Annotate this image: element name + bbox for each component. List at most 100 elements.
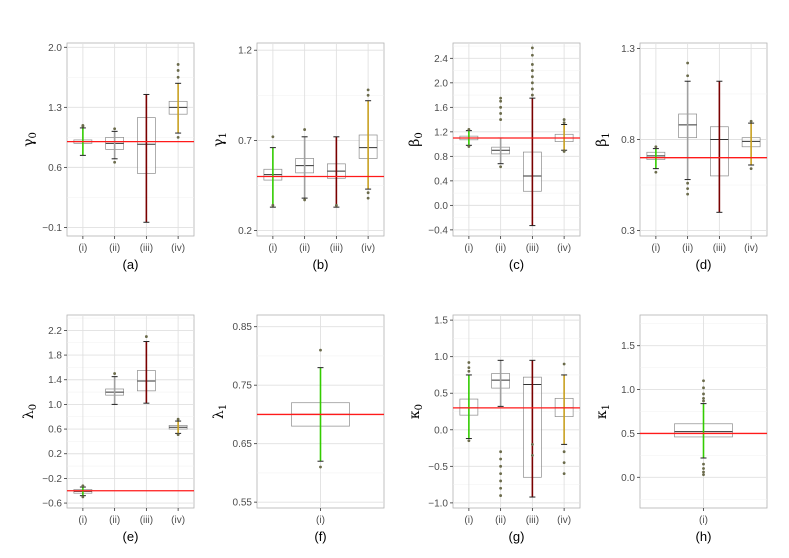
outlier-point xyxy=(271,135,275,139)
y-tick-label: 0.0 xyxy=(621,473,635,484)
outlier-point xyxy=(81,495,85,499)
x-tick-label: (ii) xyxy=(299,243,310,254)
outlier-point xyxy=(686,192,690,196)
y-tick-label: 1.6 xyxy=(434,103,448,114)
box-2 xyxy=(523,46,542,227)
y-axis-symbol: λ xyxy=(21,410,37,419)
panel-3: 0.3 0.8 1.3 (i) (ii) (iii) (iv) β1 (d) xyxy=(594,42,768,272)
outlier-point xyxy=(702,386,705,390)
y-tick-label: 0.8 xyxy=(434,152,448,163)
panel-caption: (f) xyxy=(314,529,326,544)
outlier-point xyxy=(530,75,534,79)
outlier-point xyxy=(319,348,322,352)
panel-caption: (a) xyxy=(123,257,139,272)
y-axis-subscript: 1 xyxy=(601,132,612,138)
x-tick-label: (iii) xyxy=(140,243,153,254)
outlier-point xyxy=(467,145,471,148)
x-tick-label: (iii) xyxy=(526,243,539,254)
x-tick-label: (iv) xyxy=(557,243,571,254)
outlier-point xyxy=(562,450,566,454)
outlier-point xyxy=(530,81,534,85)
outlier-point xyxy=(562,150,566,153)
x-tick-label: (i) xyxy=(316,515,325,526)
x-tick-label: (iii) xyxy=(713,243,726,254)
outlier-point xyxy=(303,198,307,202)
box-1 xyxy=(491,96,510,169)
panel-area xyxy=(66,314,195,509)
y-axis-label: κ0 xyxy=(407,404,425,419)
outlier-point xyxy=(499,112,503,115)
y-axis-label: κ1 xyxy=(594,404,612,419)
outlier-point xyxy=(702,470,705,474)
y-tick-label: 0.85 xyxy=(233,322,253,333)
outlier-point xyxy=(562,461,566,465)
box-1 xyxy=(105,127,124,164)
y-tick-label: 1.3 xyxy=(621,44,635,55)
y-tick-label: −0.5 xyxy=(428,462,448,473)
y-tick-label: 0.4 xyxy=(434,176,448,187)
outlier-point xyxy=(499,472,503,476)
outlier-point xyxy=(176,417,180,421)
x-tick-label: (iv) xyxy=(744,243,758,254)
outlier-point xyxy=(81,123,85,127)
x-tick-label: (iii) xyxy=(526,515,539,526)
y-tick-label: 0.2 xyxy=(238,226,252,237)
y-tick-label: 0.7 xyxy=(238,136,252,147)
x-tick-label: (i) xyxy=(699,515,708,526)
outlier-point xyxy=(530,93,534,97)
panel-6: −1.0 −0.5 0.0 0.5 1.0 1.5 (i) (ii) (iii) (iv) κ0 (g… xyxy=(407,314,581,544)
outlier-point xyxy=(562,362,566,366)
outlier-point xyxy=(562,472,566,476)
y-tick-label: −0.2 xyxy=(42,474,62,485)
y-axis-label: β1 xyxy=(594,132,612,146)
outlier-point xyxy=(530,69,534,72)
x-tick-label: (i) xyxy=(651,243,660,254)
outlier-point xyxy=(530,46,534,50)
box-0 xyxy=(646,145,666,174)
x-tick-label: (iv) xyxy=(171,243,185,254)
outlier-point xyxy=(499,99,503,103)
outlier-point xyxy=(467,127,471,131)
panel-caption: (h) xyxy=(696,529,712,544)
y-tick-label: 1.2 xyxy=(434,127,448,138)
x-tick-label: (ii) xyxy=(109,243,120,254)
y-axis-label: λ1 xyxy=(211,404,229,419)
outlier-point xyxy=(686,187,690,191)
outlier-point xyxy=(686,74,690,78)
box-3 xyxy=(358,88,378,200)
x-tick-label: (ii) xyxy=(109,515,120,526)
x-tick-label: (i) xyxy=(464,243,473,254)
box-1 xyxy=(491,359,510,497)
y-tick-label: 0.75 xyxy=(233,381,253,392)
y-tick-label: 0.5 xyxy=(621,429,635,440)
box-3 xyxy=(168,417,188,437)
y-tick-label: 1.5 xyxy=(434,316,448,327)
outlier-point xyxy=(562,121,566,125)
y-tick-label: 1.0 xyxy=(48,400,62,411)
y-axis-subscript: 0 xyxy=(414,132,425,138)
y-axis-label: γ0 xyxy=(21,132,39,147)
x-tick-label: (iii) xyxy=(140,515,153,526)
outlier-point xyxy=(144,335,148,338)
panel-4: −0.6 −0.2 0.2 0.6 1.0 1.4 1.8 2.2 (i) (ii) (iii) (i… xyxy=(21,314,195,544)
outlier-point xyxy=(530,453,534,457)
box-2 xyxy=(137,335,156,404)
y-axis-label: λ0 xyxy=(21,404,39,419)
y-tick-label: 0.6 xyxy=(48,425,62,436)
box-3 xyxy=(168,63,188,139)
outlier-point xyxy=(499,494,503,497)
panel-area xyxy=(66,42,195,237)
outlier-point xyxy=(113,160,117,164)
outlier-point xyxy=(499,118,503,121)
outlier-point xyxy=(702,473,705,477)
outlier-point xyxy=(686,61,690,65)
y-tick-label: 0.55 xyxy=(233,498,253,509)
x-tick-label: (ii) xyxy=(682,243,693,254)
x-tick-label: (i) xyxy=(268,243,277,254)
y-axis-subscript: 0 xyxy=(414,404,425,410)
x-tick-label: (i) xyxy=(78,515,87,526)
outlier-point xyxy=(334,203,338,207)
y-axis-subscript: 0 xyxy=(28,132,39,138)
y-axis-label: γ1 xyxy=(211,132,229,147)
